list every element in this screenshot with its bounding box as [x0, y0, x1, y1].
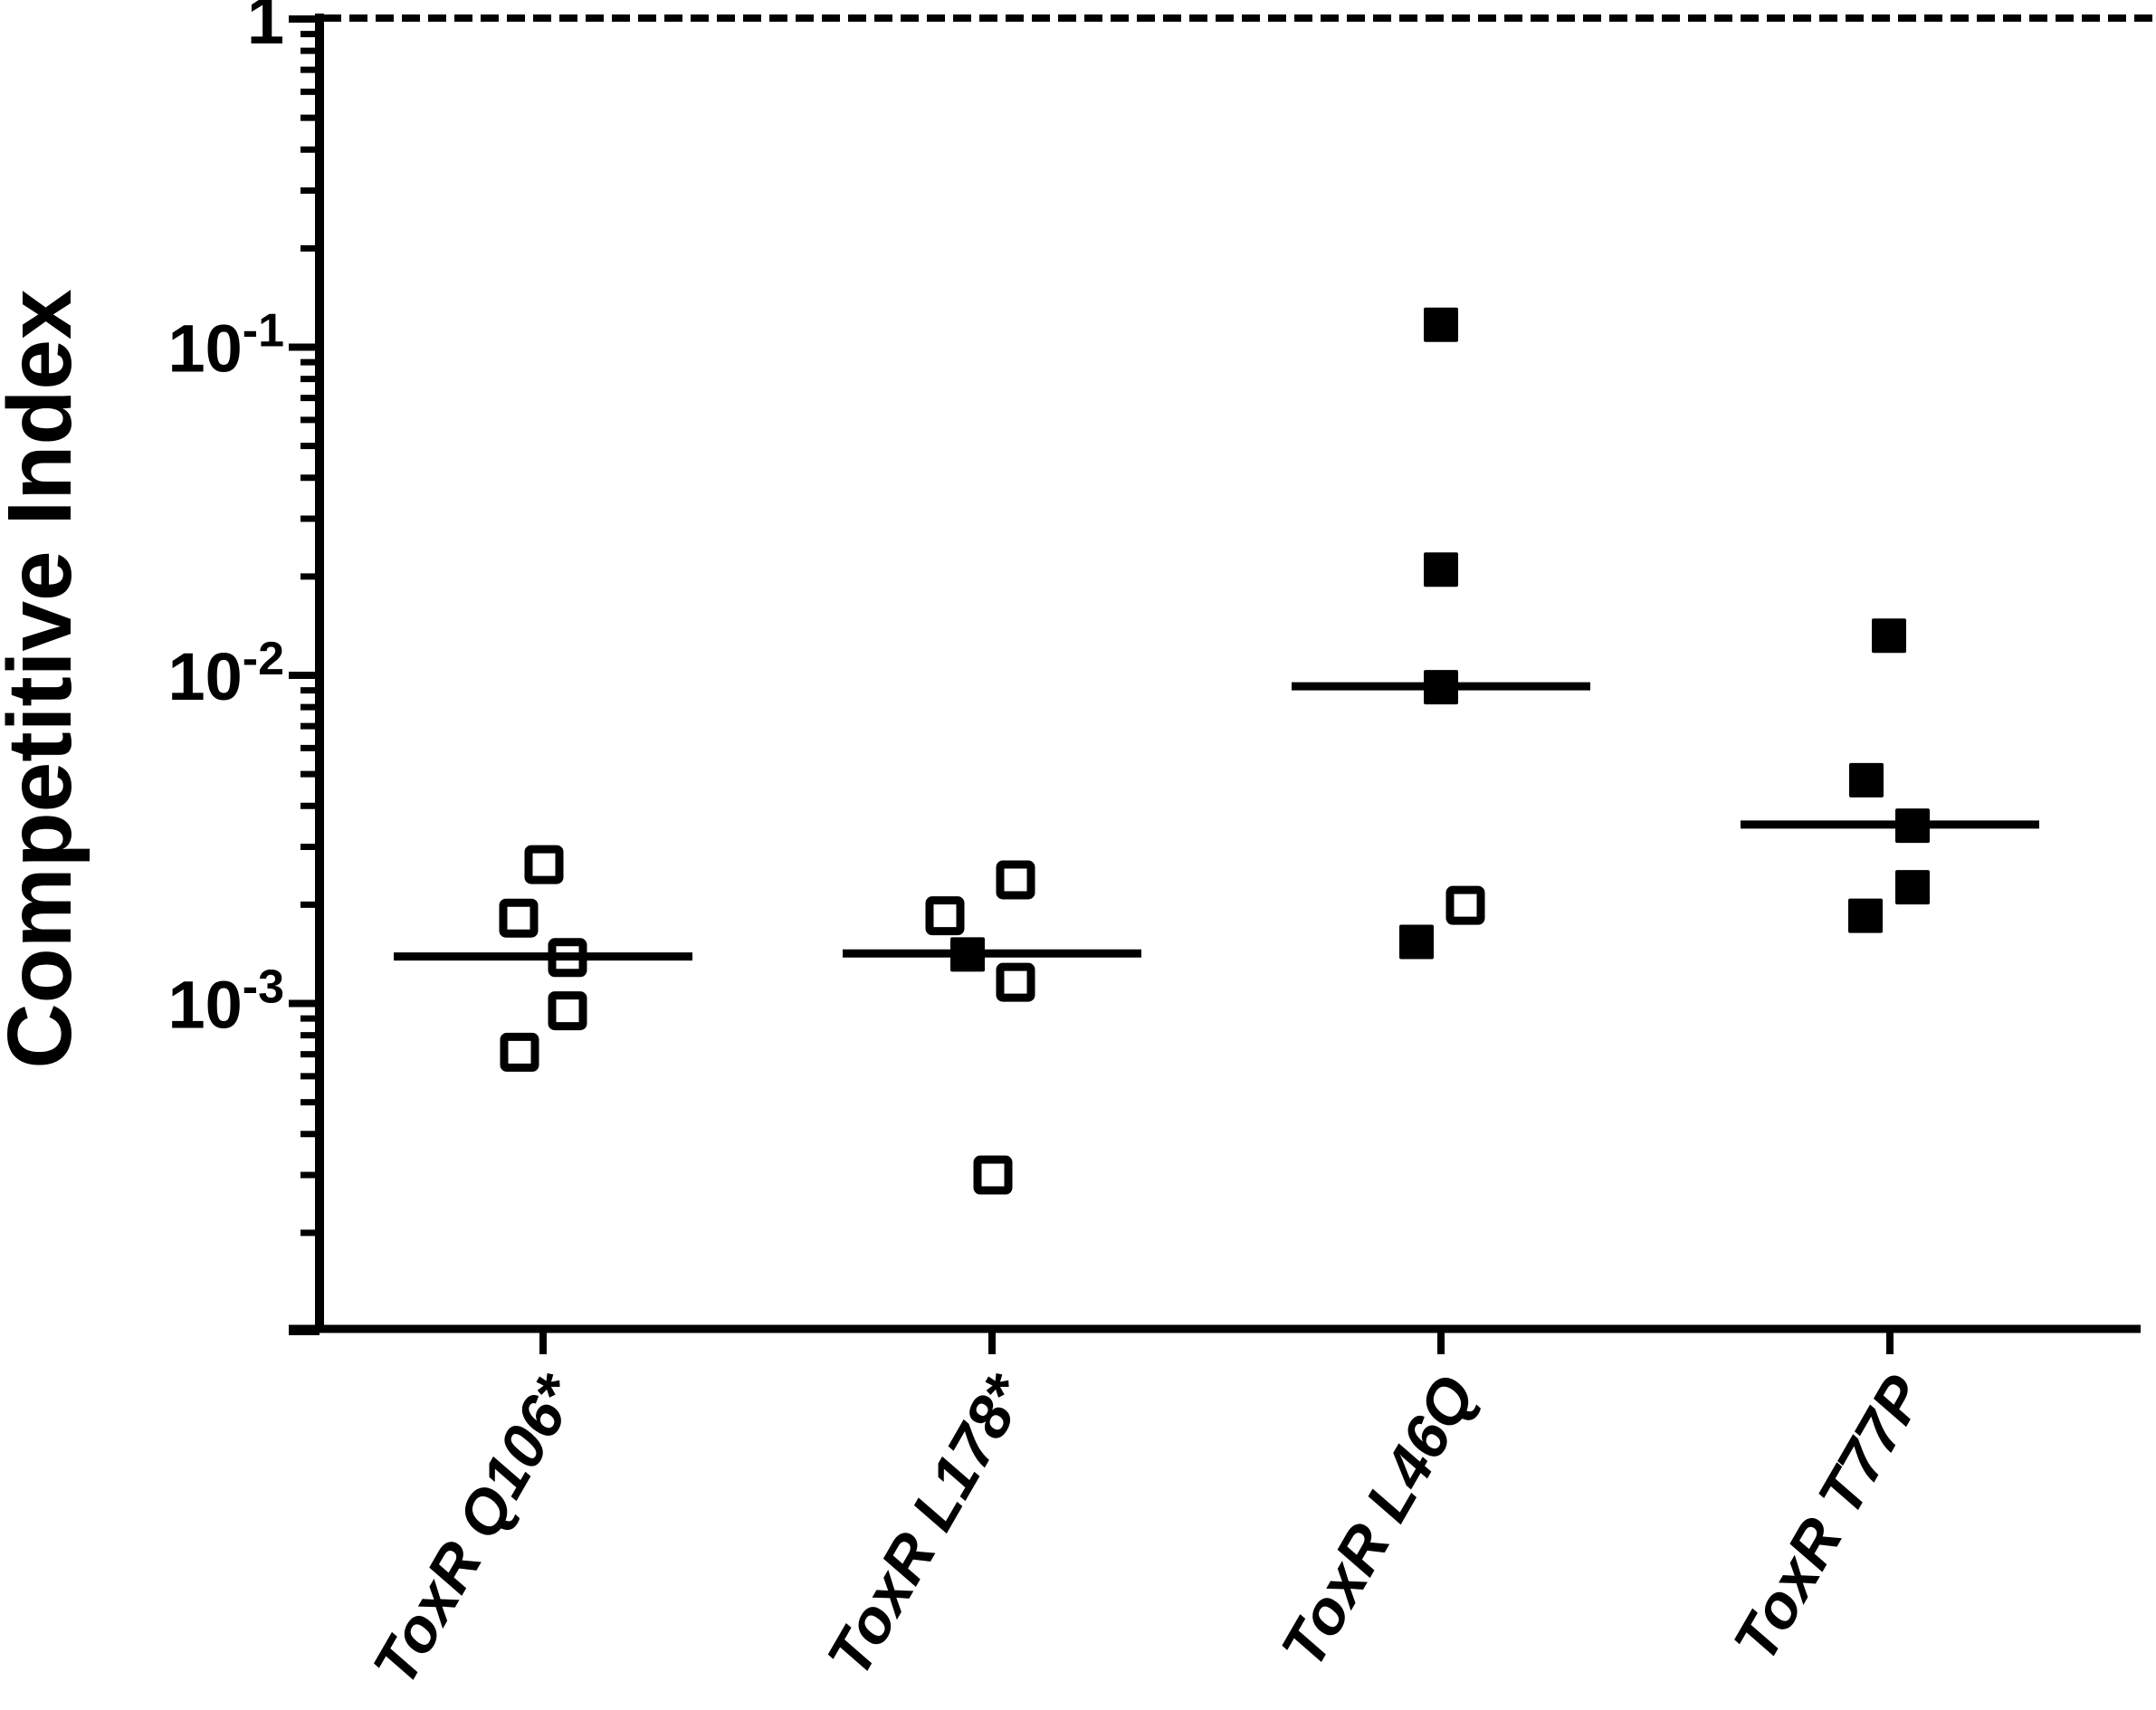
data-point-open: [1445, 885, 1485, 925]
data-point-open: [925, 896, 965, 936]
data-point-open: [996, 860, 1035, 900]
data-point-open: [996, 962, 1035, 1002]
y-tick-label: 10-2: [167, 633, 284, 714]
y-tick-label: 1: [247, 0, 284, 58]
data-point-filled: [1399, 924, 1434, 960]
data-point-filled: [1872, 618, 1906, 654]
data-point-open: [500, 1032, 539, 1072]
data-point-open: [524, 845, 564, 884]
data-point-open: [499, 898, 539, 938]
y-tick-label: 10-1: [167, 305, 284, 387]
y-tick-label: 10-3: [167, 961, 284, 1043]
data-point-filled: [1849, 762, 1884, 798]
y-axis-title: Competitive Index: [0, 289, 91, 1068]
data-point-filled: [1424, 307, 1458, 342]
data-point-open: [973, 1155, 1013, 1195]
data-point-filled: [1848, 898, 1883, 933]
data-point-filled: [1424, 552, 1458, 588]
data-point-open: [548, 991, 587, 1031]
data-point-filled: [1895, 870, 1930, 905]
